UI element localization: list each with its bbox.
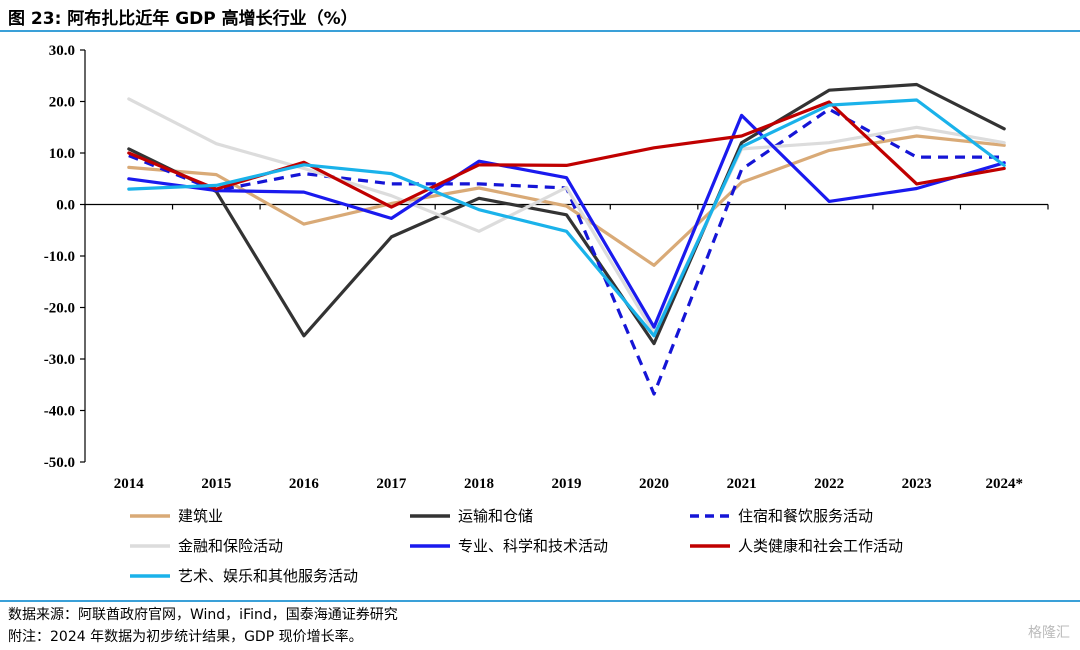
figure-title: 图 23: 阿布扎比近年 GDP 高增长行业（%） (8, 9, 358, 29)
x-tick-label: 2015 (201, 476, 231, 492)
y-tick-label: -10.0 (44, 249, 75, 265)
x-tick-label: 2014 (114, 476, 145, 492)
data-source-text: 数据来源：阿联酋政府官网，Wind，iFind，国泰海通证券研究 (8, 607, 398, 623)
series-line-5 (127, 113, 1006, 329)
series-line-3 (128, 107, 1005, 396)
x-tick-label: 2021 (727, 476, 757, 492)
x-tick-label: 2017 (376, 476, 407, 492)
x-tick-label: 2019 (552, 476, 582, 492)
x-tick-label: 2020 (639, 476, 669, 492)
watermark-logo: 格隆汇 (1028, 625, 1070, 641)
top-divider (0, 30, 1080, 32)
y-tick-label: -30.0 (44, 352, 75, 368)
bottom-divider (0, 600, 1080, 602)
legend-label-6: 人类健康和社会工作活动 (738, 537, 903, 555)
legend-label-1: 建筑业 (178, 507, 223, 525)
x-tick-label: 2022 (814, 476, 844, 492)
y-tick-label: 0.0 (56, 198, 75, 214)
y-tick-label: 20.0 (49, 95, 75, 111)
y-tick-label: -20.0 (44, 301, 75, 317)
series-line-2 (127, 82, 1006, 346)
y-tick-label: 30.0 (49, 43, 75, 59)
legend-label-2: 运输和仓储 (458, 507, 533, 525)
x-tick-label: 2024* (985, 476, 1023, 492)
legend-label-7: 艺术、娱乐和其他服务活动 (178, 567, 358, 585)
y-tick-label: 10.0 (49, 146, 75, 162)
x-tick-label: 2023 (902, 476, 932, 492)
line-chart: 30.0 20.0 10.0 0.0 -10.0 -20.0 -30.0 -40.0 -50.0… (44, 43, 1049, 585)
legend-label-3: 住宿和餐饮服务活动 (738, 507, 873, 525)
y-tick-label: -50.0 (44, 455, 75, 471)
footer-notes: 数据来源：阿联酋政府官网，Wind，iFind，国泰海通证券研究 附注：2024… (8, 604, 398, 648)
y-tick-label: -40.0 (44, 404, 75, 420)
footnote-text: 附注：2024 年数据为初步统计结果，GDP 现价增长率。 (8, 629, 363, 645)
legend-label-5: 专业、科学和技术活动 (458, 537, 608, 555)
series-line-1 (127, 134, 1006, 267)
x-tick-label: 2016 (289, 476, 320, 492)
x-tick-label: 2018 (464, 476, 494, 492)
series-line-7 (127, 98, 1006, 338)
legend-label-4: 金融和保险活动 (178, 537, 283, 555)
series-line-4 (127, 97, 1006, 335)
